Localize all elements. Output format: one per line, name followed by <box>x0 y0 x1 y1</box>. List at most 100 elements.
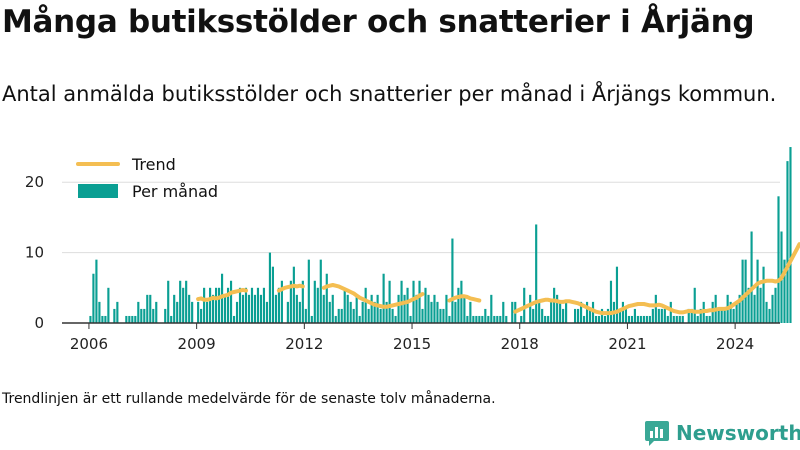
bar <box>738 294 741 323</box>
bar <box>529 294 532 323</box>
chart: 0 10 20 2006 2009 2012 2015 2018 2021 2024 Trend … <box>25 147 800 353</box>
bar <box>487 315 490 323</box>
bar <box>95 259 98 323</box>
chart-subtitle: Antal anmälda butiksstölder och snatteri… <box>2 82 777 106</box>
bar <box>176 301 179 323</box>
bar <box>621 301 625 323</box>
bar <box>532 308 535 323</box>
bar <box>182 287 185 323</box>
bar <box>669 301 672 323</box>
bar <box>660 308 663 323</box>
bar <box>585 301 589 323</box>
bar <box>289 280 292 323</box>
bar <box>322 294 325 323</box>
bar <box>606 308 610 323</box>
bar <box>654 294 657 323</box>
bar <box>218 287 221 323</box>
bar <box>107 287 110 323</box>
bar <box>197 301 200 323</box>
bar <box>253 294 257 323</box>
bar <box>553 287 556 323</box>
x-tick-label: 2012 <box>285 335 323 353</box>
bar <box>460 280 463 323</box>
bar <box>741 259 744 323</box>
bar <box>298 301 301 323</box>
bar <box>137 301 140 323</box>
bar <box>448 315 451 323</box>
bar <box>582 315 586 323</box>
x-tick-label: 2009 <box>178 335 216 353</box>
bar <box>744 259 747 323</box>
bar <box>352 308 355 323</box>
bar <box>574 308 577 323</box>
bar <box>639 315 642 323</box>
bar <box>559 301 562 323</box>
bar <box>295 294 298 323</box>
bar <box>786 161 789 323</box>
bar <box>711 301 714 323</box>
axes: 0 10 20 2006 2009 2012 2015 2018 2021 2024 <box>25 173 780 353</box>
bar <box>191 301 194 323</box>
bar <box>226 287 230 323</box>
bar <box>349 301 352 323</box>
bar <box>672 315 675 323</box>
bar <box>262 287 266 323</box>
trend-segment <box>321 283 425 309</box>
bar <box>511 301 514 323</box>
bar <box>247 294 251 323</box>
bar <box>223 294 227 323</box>
trend-line <box>196 242 800 316</box>
bar <box>717 308 720 323</box>
bar <box>771 294 774 323</box>
bar <box>134 315 137 323</box>
bar <box>155 301 158 323</box>
bar <box>331 294 334 323</box>
bar <box>271 266 274 323</box>
bar <box>337 308 340 323</box>
bar <box>152 308 155 323</box>
x-tick-label: 2006 <box>70 335 108 353</box>
bar <box>376 294 379 323</box>
bar <box>206 301 209 323</box>
brand-logo[interactable]: Newsworthy <box>644 418 800 448</box>
bar <box>472 315 475 323</box>
bar <box>774 287 777 323</box>
trend-segment <box>447 294 482 303</box>
bar <box>600 308 604 323</box>
bar <box>301 280 304 323</box>
bar <box>642 315 645 323</box>
bar <box>125 315 128 323</box>
bar <box>705 315 708 323</box>
legend-trend-label: Trend <box>131 155 176 174</box>
bar <box>334 315 337 323</box>
bar <box>188 294 191 323</box>
bar <box>732 308 735 323</box>
bar <box>535 224 538 323</box>
bar <box>388 280 391 323</box>
bar <box>361 301 364 323</box>
bar <box>457 287 460 323</box>
bar <box>699 308 702 323</box>
bar <box>615 266 619 323</box>
bar <box>370 294 373 323</box>
bar <box>618 308 622 323</box>
bar <box>355 294 358 323</box>
bar <box>385 301 388 323</box>
bar <box>415 294 418 323</box>
bar <box>313 280 316 323</box>
bar <box>358 315 361 323</box>
bar <box>624 308 628 323</box>
legend: Trend Per månad <box>76 155 218 201</box>
bar <box>681 315 684 323</box>
bar <box>651 308 654 323</box>
bar <box>478 315 481 323</box>
bar <box>502 301 505 323</box>
bar <box>397 294 400 323</box>
x-tick-label: 2018 <box>501 335 539 353</box>
bar <box>292 266 295 323</box>
bar <box>538 301 541 323</box>
bar <box>256 287 260 323</box>
bar <box>735 301 738 323</box>
bar <box>576 308 580 323</box>
bar <box>657 308 660 323</box>
